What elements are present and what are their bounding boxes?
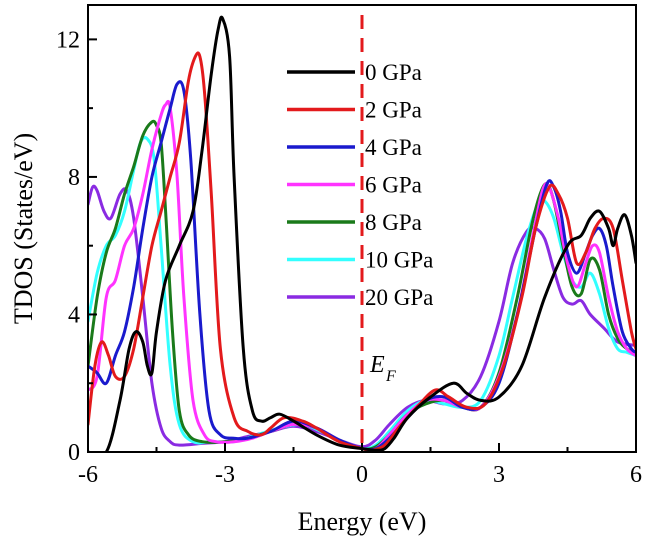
fermi-level-subscript: F [385, 368, 396, 385]
series-line-2-gpa [88, 51, 636, 452]
y-axis-title: TDOS (States/eV) [9, 133, 38, 324]
series-curves [88, 15, 636, 452]
series-line-0-gpa [88, 15, 636, 452]
legend-label-6-gpa: 6 GPa [365, 173, 422, 198]
x-axis-title: Energy (eV) [298, 507, 427, 536]
x-tick-label: 6 [630, 462, 642, 488]
legend-label-4-gpa: 4 GPa [365, 135, 422, 160]
plot-frame [87, 4, 637, 453]
series-line-20-gpa [88, 184, 636, 449]
legend-label-20-gpa: 20 GPa [365, 285, 433, 310]
legend-label-2-gpa: 2 GPa [365, 98, 422, 123]
x-tick-label: -6 [78, 462, 98, 488]
legend-label-10-gpa: 10 GPa [365, 248, 433, 273]
legend-label-8-gpa: 8 GPa [365, 210, 422, 235]
x-tick-label: 0 [356, 462, 368, 488]
x-tick-label: 3 [493, 462, 505, 488]
y-tick-label: 12 [56, 27, 80, 53]
y-tick-label: 4 [68, 302, 80, 328]
x-tick-label: -3 [215, 462, 235, 488]
fermi-level-label: E [369, 352, 385, 378]
y-tick-label: 8 [68, 165, 80, 191]
legend-label-0-gpa: 0 GPa [365, 60, 422, 85]
axis-ticks: -6 -3 0 3 6 0 4 8 12 [56, 27, 642, 488]
y-tick-label: 0 [68, 440, 80, 466]
legend: 0 GPa 2 GPa 4 GPa 6 GPa 8 GPa 10 GPa 20 GPa [287, 60, 433, 310]
